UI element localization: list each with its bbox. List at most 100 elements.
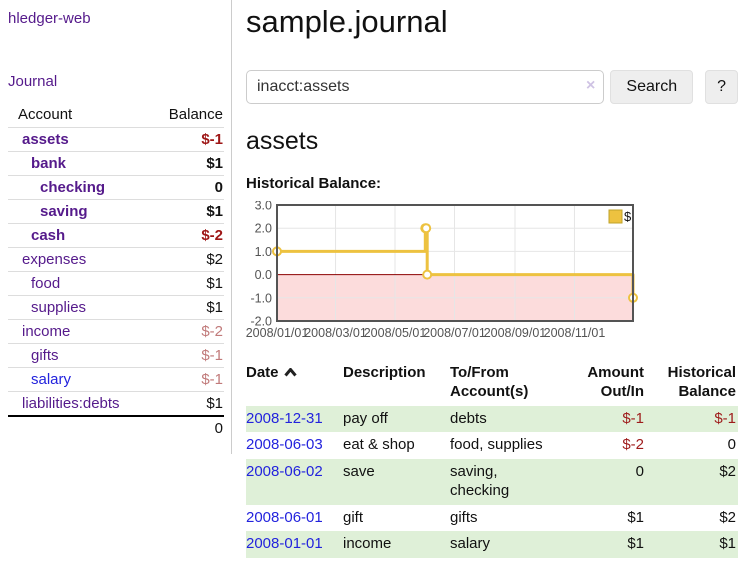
accounts-table: Account Balance assets $-1 bank $1 checking 0… bbox=[8, 103, 224, 440]
transaction-amount: $-1 bbox=[580, 405, 652, 433]
x-tick-label: 2008/11/01 bbox=[544, 326, 606, 340]
transaction-amount: $1 bbox=[580, 531, 652, 558]
account-row: salary $-1 bbox=[8, 367, 224, 392]
account-balance: $1 bbox=[152, 199, 224, 224]
account-row: gifts $-1 bbox=[8, 343, 224, 368]
transaction-balance: $1 bbox=[652, 531, 738, 558]
transaction-description: income bbox=[343, 531, 450, 558]
account-link[interactable]: cash bbox=[31, 227, 66, 244]
help-button[interactable]: ? bbox=[705, 70, 738, 104]
legend-swatch bbox=[608, 209, 623, 224]
search-form: × Search ? bbox=[246, 70, 738, 104]
historical-balance-chart: $3.0 2.0 1.0 0.0 -1.0 -2.0 2008/01/01 2008/03/0… bbox=[246, 201, 738, 347]
account-row: food $1 bbox=[8, 271, 224, 296]
transaction-amount: $1 bbox=[627, 508, 644, 526]
x-tick-label: 2008/01/01 bbox=[246, 326, 308, 340]
brand-link[interactable]: hledger-web bbox=[8, 10, 91, 27]
account-row: liabilities:debts $1 bbox=[8, 391, 224, 416]
x-tick-label: 2008/03/01 bbox=[304, 326, 367, 340]
account-link[interactable]: expenses bbox=[22, 251, 87, 268]
search-input[interactable] bbox=[246, 70, 605, 104]
transaction-date-link[interactable]: 2008-06-03 bbox=[246, 436, 323, 454]
chart-label: Historical Balance: bbox=[246, 175, 382, 192]
y-tick-label: -1.0 bbox=[250, 291, 272, 305]
accounts-header-account: Account bbox=[18, 106, 73, 123]
column-header-tofrom: To/From Account(s) bbox=[450, 364, 529, 400]
data-point bbox=[422, 269, 433, 280]
accounts-total-value: 0 bbox=[152, 415, 224, 440]
register-table: Date Description To/From Account(s) Amou… bbox=[246, 362, 738, 558]
accounts-header-balance: Balance bbox=[168, 106, 223, 123]
transaction-row: 2008-06-02 save saving, checking 0 $2 bbox=[246, 459, 738, 505]
search-input-wrap: × bbox=[246, 70, 605, 104]
account-row: expenses $2 bbox=[8, 247, 224, 272]
account-link[interactable]: assets bbox=[22, 131, 69, 148]
y-tick-label: 2.0 bbox=[255, 222, 272, 236]
column-header-date[interactable]: Date bbox=[246, 362, 343, 406]
y-tick-label: 3.0 bbox=[255, 201, 272, 213]
search-button[interactable]: Search bbox=[610, 70, 694, 104]
transaction-amount: $-2 bbox=[622, 436, 644, 454]
nav-journal-link[interactable]: Journal bbox=[8, 73, 58, 90]
transaction-date-link[interactable]: 2008-06-01 bbox=[246, 508, 323, 526]
clear-search-icon[interactable]: × bbox=[586, 77, 596, 94]
account-link[interactable]: supplies bbox=[31, 299, 87, 316]
account-row: assets $-1 bbox=[8, 127, 224, 152]
register-header-row: Date Description To/From Account(s) Amou… bbox=[246, 362, 738, 406]
account-row: supplies $1 bbox=[8, 295, 224, 320]
transaction-accounts: salary bbox=[450, 531, 580, 558]
transaction-balance: $-1 bbox=[652, 405, 738, 433]
transaction-date-link[interactable]: 2008-01-01 bbox=[246, 535, 323, 553]
transaction-balance: 0 bbox=[727, 436, 736, 454]
account-row: income $-2 bbox=[8, 319, 224, 344]
account-balance: $-1 bbox=[152, 127, 224, 152]
transaction-balance: $2 bbox=[719, 508, 736, 526]
historical-balance-plot: $3.0 2.0 1.0 0.0 -1.0 -2.02008/01/012008/03/0… bbox=[246, 201, 638, 340]
transaction-description: pay off bbox=[343, 405, 450, 433]
account-link[interactable]: gifts bbox=[31, 347, 59, 364]
transaction-date-link[interactable]: 2008-12-31 bbox=[246, 409, 323, 427]
account-link[interactable]: liabilities:debts bbox=[22, 395, 120, 412]
plot-border bbox=[276, 204, 634, 322]
transaction-row: 2008-12-31 pay off debts $-1 $-1 bbox=[246, 405, 738, 433]
transaction-accounts: gifts bbox=[450, 508, 478, 526]
x-tick-label: 2008/07/01 bbox=[423, 326, 486, 340]
account-balance: $1 bbox=[152, 391, 224, 416]
account-balance: $-2 bbox=[152, 319, 224, 344]
sidebar: hledger-web Journal Account Balance asse… bbox=[0, 0, 232, 454]
data-point bbox=[421, 223, 432, 234]
accounts-total-row: 0 bbox=[8, 415, 224, 440]
transaction-amount: 0 bbox=[580, 459, 652, 505]
account-link[interactable]: salary bbox=[31, 371, 72, 388]
account-link[interactable]: income bbox=[22, 323, 71, 340]
y-tick-label: 0.0 bbox=[255, 268, 272, 282]
transaction-date-link[interactable]: 2008-06-02 bbox=[246, 463, 323, 480]
column-header-amount: Amount Out/In bbox=[587, 364, 644, 400]
transaction-row: 2008-06-03 eat & shop food, supplies $-2 0 bbox=[246, 432, 738, 459]
transaction-row: 2008-06-01 gift gifts $1 $2 bbox=[246, 505, 738, 532]
transaction-description: save bbox=[343, 459, 450, 505]
main-content: sample.journal × Search ? assets Histori… bbox=[246, 0, 738, 558]
sort-ascending-icon bbox=[283, 364, 297, 383]
transaction-description: gift bbox=[343, 508, 364, 526]
account-balance: 0 bbox=[152, 175, 224, 200]
account-balance: $-1 bbox=[152, 367, 224, 392]
account-link[interactable]: food bbox=[31, 275, 61, 292]
account-balance: $1 bbox=[152, 295, 224, 320]
account-balance: $1 bbox=[152, 151, 224, 176]
account-link[interactable]: checking bbox=[40, 179, 106, 196]
account-row: bank $1 bbox=[8, 151, 224, 176]
account-link[interactable]: saving bbox=[40, 203, 88, 220]
y-tick-label: 1.0 bbox=[255, 245, 272, 259]
x-tick-label: 2008/09/01 bbox=[484, 326, 547, 340]
transaction-description: eat & shop bbox=[343, 436, 415, 454]
account-row: cash $-2 bbox=[8, 223, 224, 248]
transaction-balance: $2 bbox=[652, 459, 738, 505]
account-heading: assets bbox=[246, 127, 319, 155]
account-balance: $2 bbox=[152, 247, 224, 272]
account-balance: $1 bbox=[152, 271, 224, 296]
page-title: sample.journal bbox=[246, 4, 448, 39]
account-link[interactable]: bank bbox=[31, 155, 67, 172]
legend-label: $ bbox=[624, 209, 632, 224]
x-tick-label: 2008/05/01 bbox=[364, 326, 427, 340]
